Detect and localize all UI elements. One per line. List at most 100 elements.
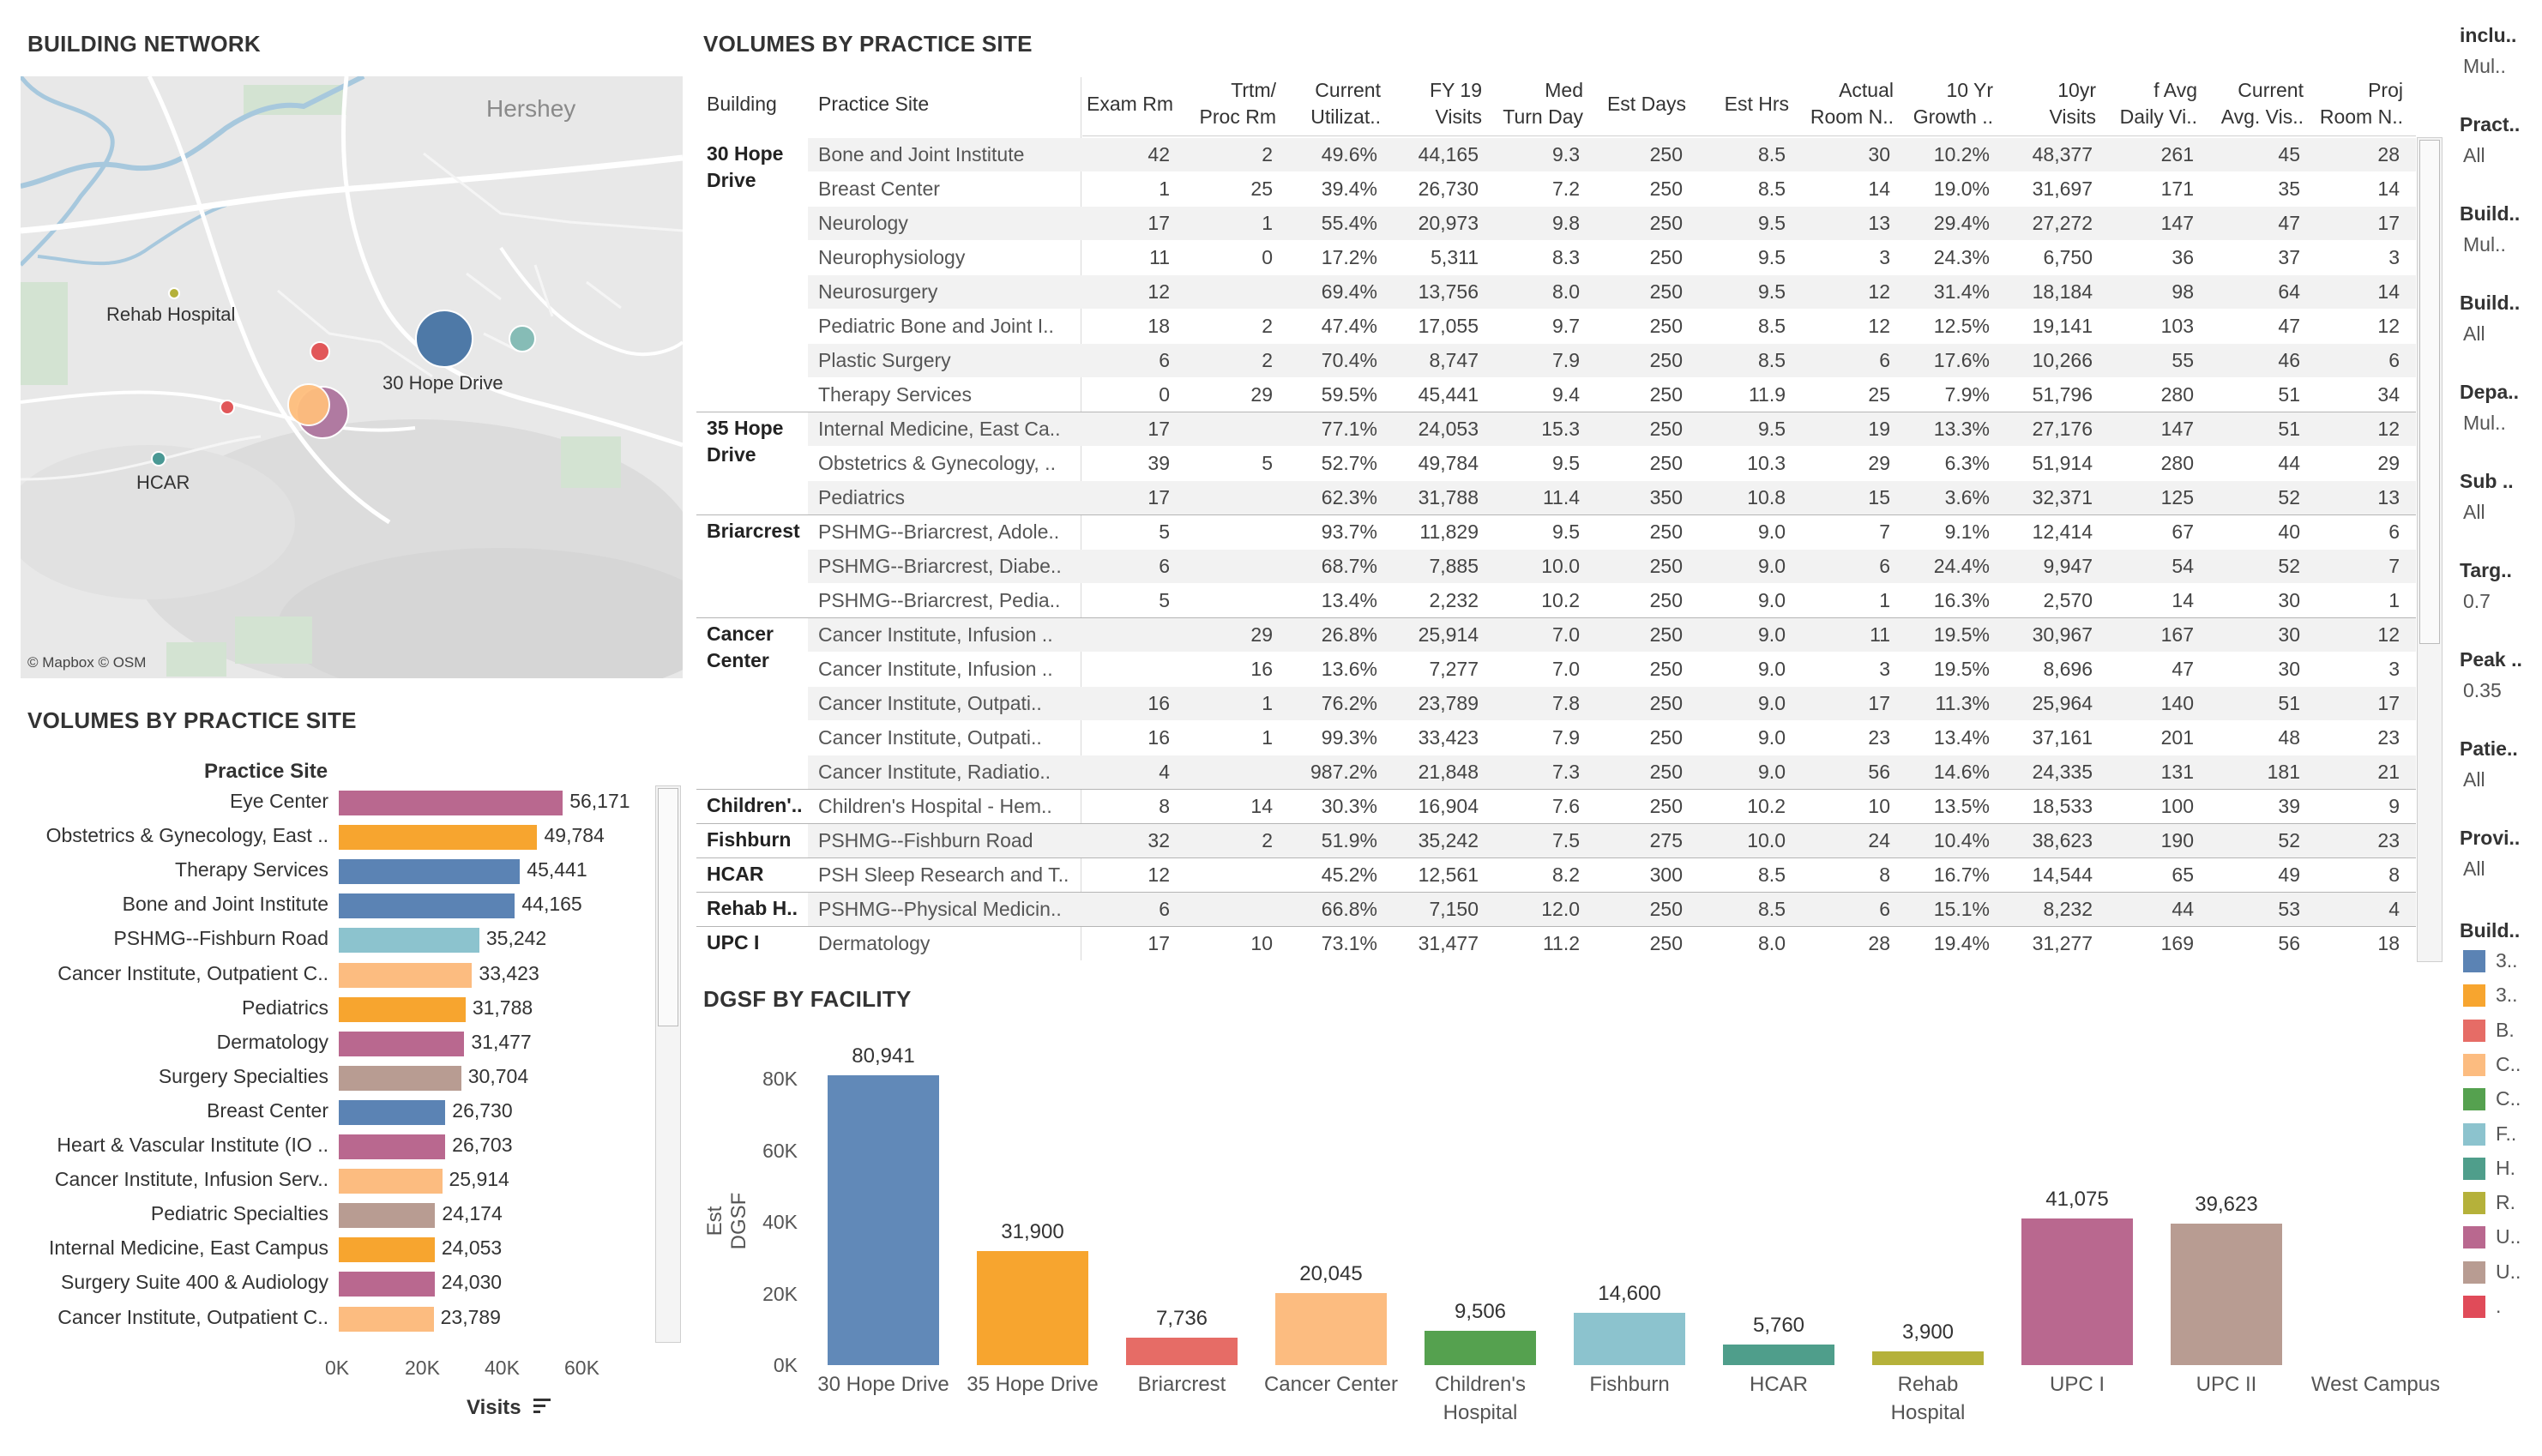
table-header[interactable]: Practice Site	[818, 93, 930, 115]
dgsf-bar[interactable]	[1275, 1293, 1387, 1365]
dgsf-bar[interactable]	[2021, 1218, 2133, 1365]
marker-rehab-hospital[interactable]	[168, 287, 180, 299]
table-cell[interactable]: Plastic Surgery	[818, 349, 951, 371]
marker-hcar[interactable]	[151, 451, 166, 466]
table-header[interactable]: FY 19 Visits	[1430, 79, 1482, 128]
table-header[interactable]: Proj Room N..	[2319, 79, 2403, 128]
filter-value[interactable]: 0.35	[2463, 679, 2502, 701]
bar-left-bar[interactable]	[339, 962, 473, 988]
filter-value[interactable]: Mul..	[2463, 55, 2506, 77]
dgsf-bar[interactable]	[1574, 1313, 1685, 1365]
table-cell[interactable]: Bone and Joint Institute	[818, 143, 1025, 165]
legend-swatch[interactable]	[2463, 950, 2485, 972]
table-cell[interactable]: Obstetrics & Gynecology, ..	[818, 452, 1056, 474]
bar-left-bar[interactable]	[339, 1306, 434, 1332]
legend-swatch[interactable]	[2463, 1157, 2485, 1180]
table-cell[interactable]: PSHMG--Briarcrest, Diabe..	[818, 555, 1062, 577]
bar-left-bar[interactable]	[339, 1169, 443, 1194]
table-header[interactable]: Est Hrs	[1724, 93, 1789, 115]
table-header[interactable]: 10yr Visits	[2049, 79, 2096, 128]
bar-left-scrollbar[interactable]	[655, 785, 681, 1343]
table-cell[interactable]: Breast Center	[818, 177, 940, 200]
legend-swatch[interactable]	[2463, 1226, 2485, 1249]
filter-value[interactable]: All	[2463, 322, 2485, 345]
bar-left-bar[interactable]	[339, 893, 515, 919]
table-cell[interactable]: PSH Sleep Research and T..	[818, 863, 1069, 886]
dgsf-bar[interactable]	[1425, 1331, 1536, 1365]
table-cell[interactable]: Cancer Institute, Outpati..	[818, 692, 1042, 714]
bar-left-bar[interactable]	[339, 1272, 435, 1297]
table-cell[interactable]: Children's Hospital - Hem..	[818, 795, 1052, 817]
filter-value[interactable]: 0.7	[2463, 590, 2491, 612]
dgsf-bar[interactable]	[1872, 1351, 1984, 1365]
table-cell[interactable]: Cancer Institute, Radiatio..	[818, 761, 1051, 783]
bar-left-bar[interactable]	[339, 1134, 446, 1159]
table-header[interactable]: Est Days	[1606, 93, 1686, 115]
table-cell[interactable]: PSHMG--Briarcrest, Pedia..	[818, 589, 1061, 611]
bar-left-bar[interactable]	[339, 1065, 461, 1091]
bar-left-bar[interactable]	[339, 791, 563, 815]
table-scrollbar[interactable]	[2417, 137, 2443, 962]
table-header[interactable]: Exam Rm	[1087, 93, 1173, 115]
filter-value[interactable]: All	[2463, 144, 2485, 166]
dgsf-bar[interactable]	[2171, 1223, 2282, 1365]
bar-left-bar[interactable]	[339, 859, 521, 885]
table-cell[interactable]: Neurosurgery	[818, 280, 938, 303]
filter-value[interactable]: All	[2463, 768, 2485, 791]
filter-value[interactable]: All	[2463, 857, 2485, 880]
dgsf-bar[interactable]	[1126, 1337, 1238, 1365]
table-header[interactable]: f Avg Daily Vi..	[2119, 79, 2197, 128]
marker-childrens[interactable]	[220, 400, 235, 415]
legend-swatch[interactable]	[2463, 1192, 2485, 1215]
table-cell[interactable]: Neurophysiology	[818, 246, 966, 268]
table-cell[interactable]: Pediatric Bone and Joint I..	[818, 315, 1054, 337]
legend-swatch[interactable]	[2463, 1088, 2485, 1111]
table-cell[interactable]: Dermatology	[818, 932, 931, 954]
sort-icon[interactable]	[532, 1396, 554, 1421]
table-cell[interactable]: Cancer Institute, Outpati..	[818, 726, 1042, 749]
building-network-map[interactable]: Hershey Rehab Hospital 30 Hope Drive HCA…	[21, 76, 683, 678]
marker-30-hope-drive[interactable]	[415, 310, 473, 368]
filter-value[interactable]: Mul..	[2463, 412, 2506, 434]
marker-cancer-center[interactable]	[287, 383, 330, 426]
bar-left-bar[interactable]	[339, 928, 479, 954]
table-header[interactable]: Building	[707, 93, 777, 115]
marker-fishburn[interactable]	[509, 325, 536, 352]
legend-swatch[interactable]	[2463, 1296, 2485, 1318]
table-cell[interactable]: PSHMG--Physical Medicin..	[818, 898, 1062, 920]
filter-value[interactable]: All	[2463, 501, 2485, 523]
table-cell[interactable]: Cancer Institute, Infusion ..	[818, 658, 1053, 680]
table-header[interactable]: Current Utilizat..	[1310, 79, 1381, 128]
table-cell[interactable]: Pediatrics	[818, 486, 905, 508]
table-cell[interactable]: Internal Medicine, East Ca..	[818, 418, 1061, 440]
bar-left-bar[interactable]	[339, 1031, 465, 1056]
bar-left-scroll-thumb[interactable]	[658, 788, 678, 1026]
table-cell[interactable]: Neurology	[818, 212, 908, 234]
dgsf-bar[interactable]	[1723, 1344, 1834, 1365]
bar-left-axis-title[interactable]: Visits	[467, 1396, 554, 1421]
table-scroll-thumb[interactable]	[2419, 140, 2440, 644]
legend-swatch[interactable]	[2463, 1053, 2485, 1076]
bar-left-bar[interactable]	[339, 825, 538, 851]
bar-left-bar[interactable]	[339, 996, 466, 1022]
legend-swatch[interactable]	[2463, 1260, 2485, 1284]
table-header[interactable]: Current Avg. Vis..	[2220, 79, 2304, 128]
dgsf-bar[interactable]	[828, 1075, 939, 1365]
table-cell[interactable]: Cancer Institute, Infusion ..	[818, 623, 1053, 646]
bar-left-bar[interactable]	[339, 1099, 446, 1125]
table-cell[interactable]: PSHMG--Fishburn Road	[818, 829, 1033, 851]
legend-swatch[interactable]	[2463, 1019, 2485, 1042]
filter-value[interactable]: Mul..	[2463, 233, 2506, 256]
table-header[interactable]: 10 Yr Growth ..	[1913, 79, 1993, 128]
marker-briarcrest[interactable]	[310, 341, 330, 362]
legend-swatch[interactable]	[2463, 984, 2485, 1008]
table-header[interactable]: Med Turn Day	[1503, 79, 1583, 128]
legend-swatch[interactable]	[2463, 1122, 2485, 1146]
table-header[interactable]: Trtm/Proc Rm	[1199, 79, 1276, 128]
table-cell[interactable]: Therapy Services	[818, 383, 972, 406]
bar-left-bar[interactable]	[339, 1237, 435, 1263]
table-header[interactable]: Actual Room N..	[1810, 79, 1894, 128]
bar-left-bar[interactable]	[339, 1203, 436, 1229]
table-cell[interactable]: PSHMG--Briarcrest, Adole..	[818, 520, 1060, 543]
dgsf-bar[interactable]	[977, 1250, 1088, 1365]
